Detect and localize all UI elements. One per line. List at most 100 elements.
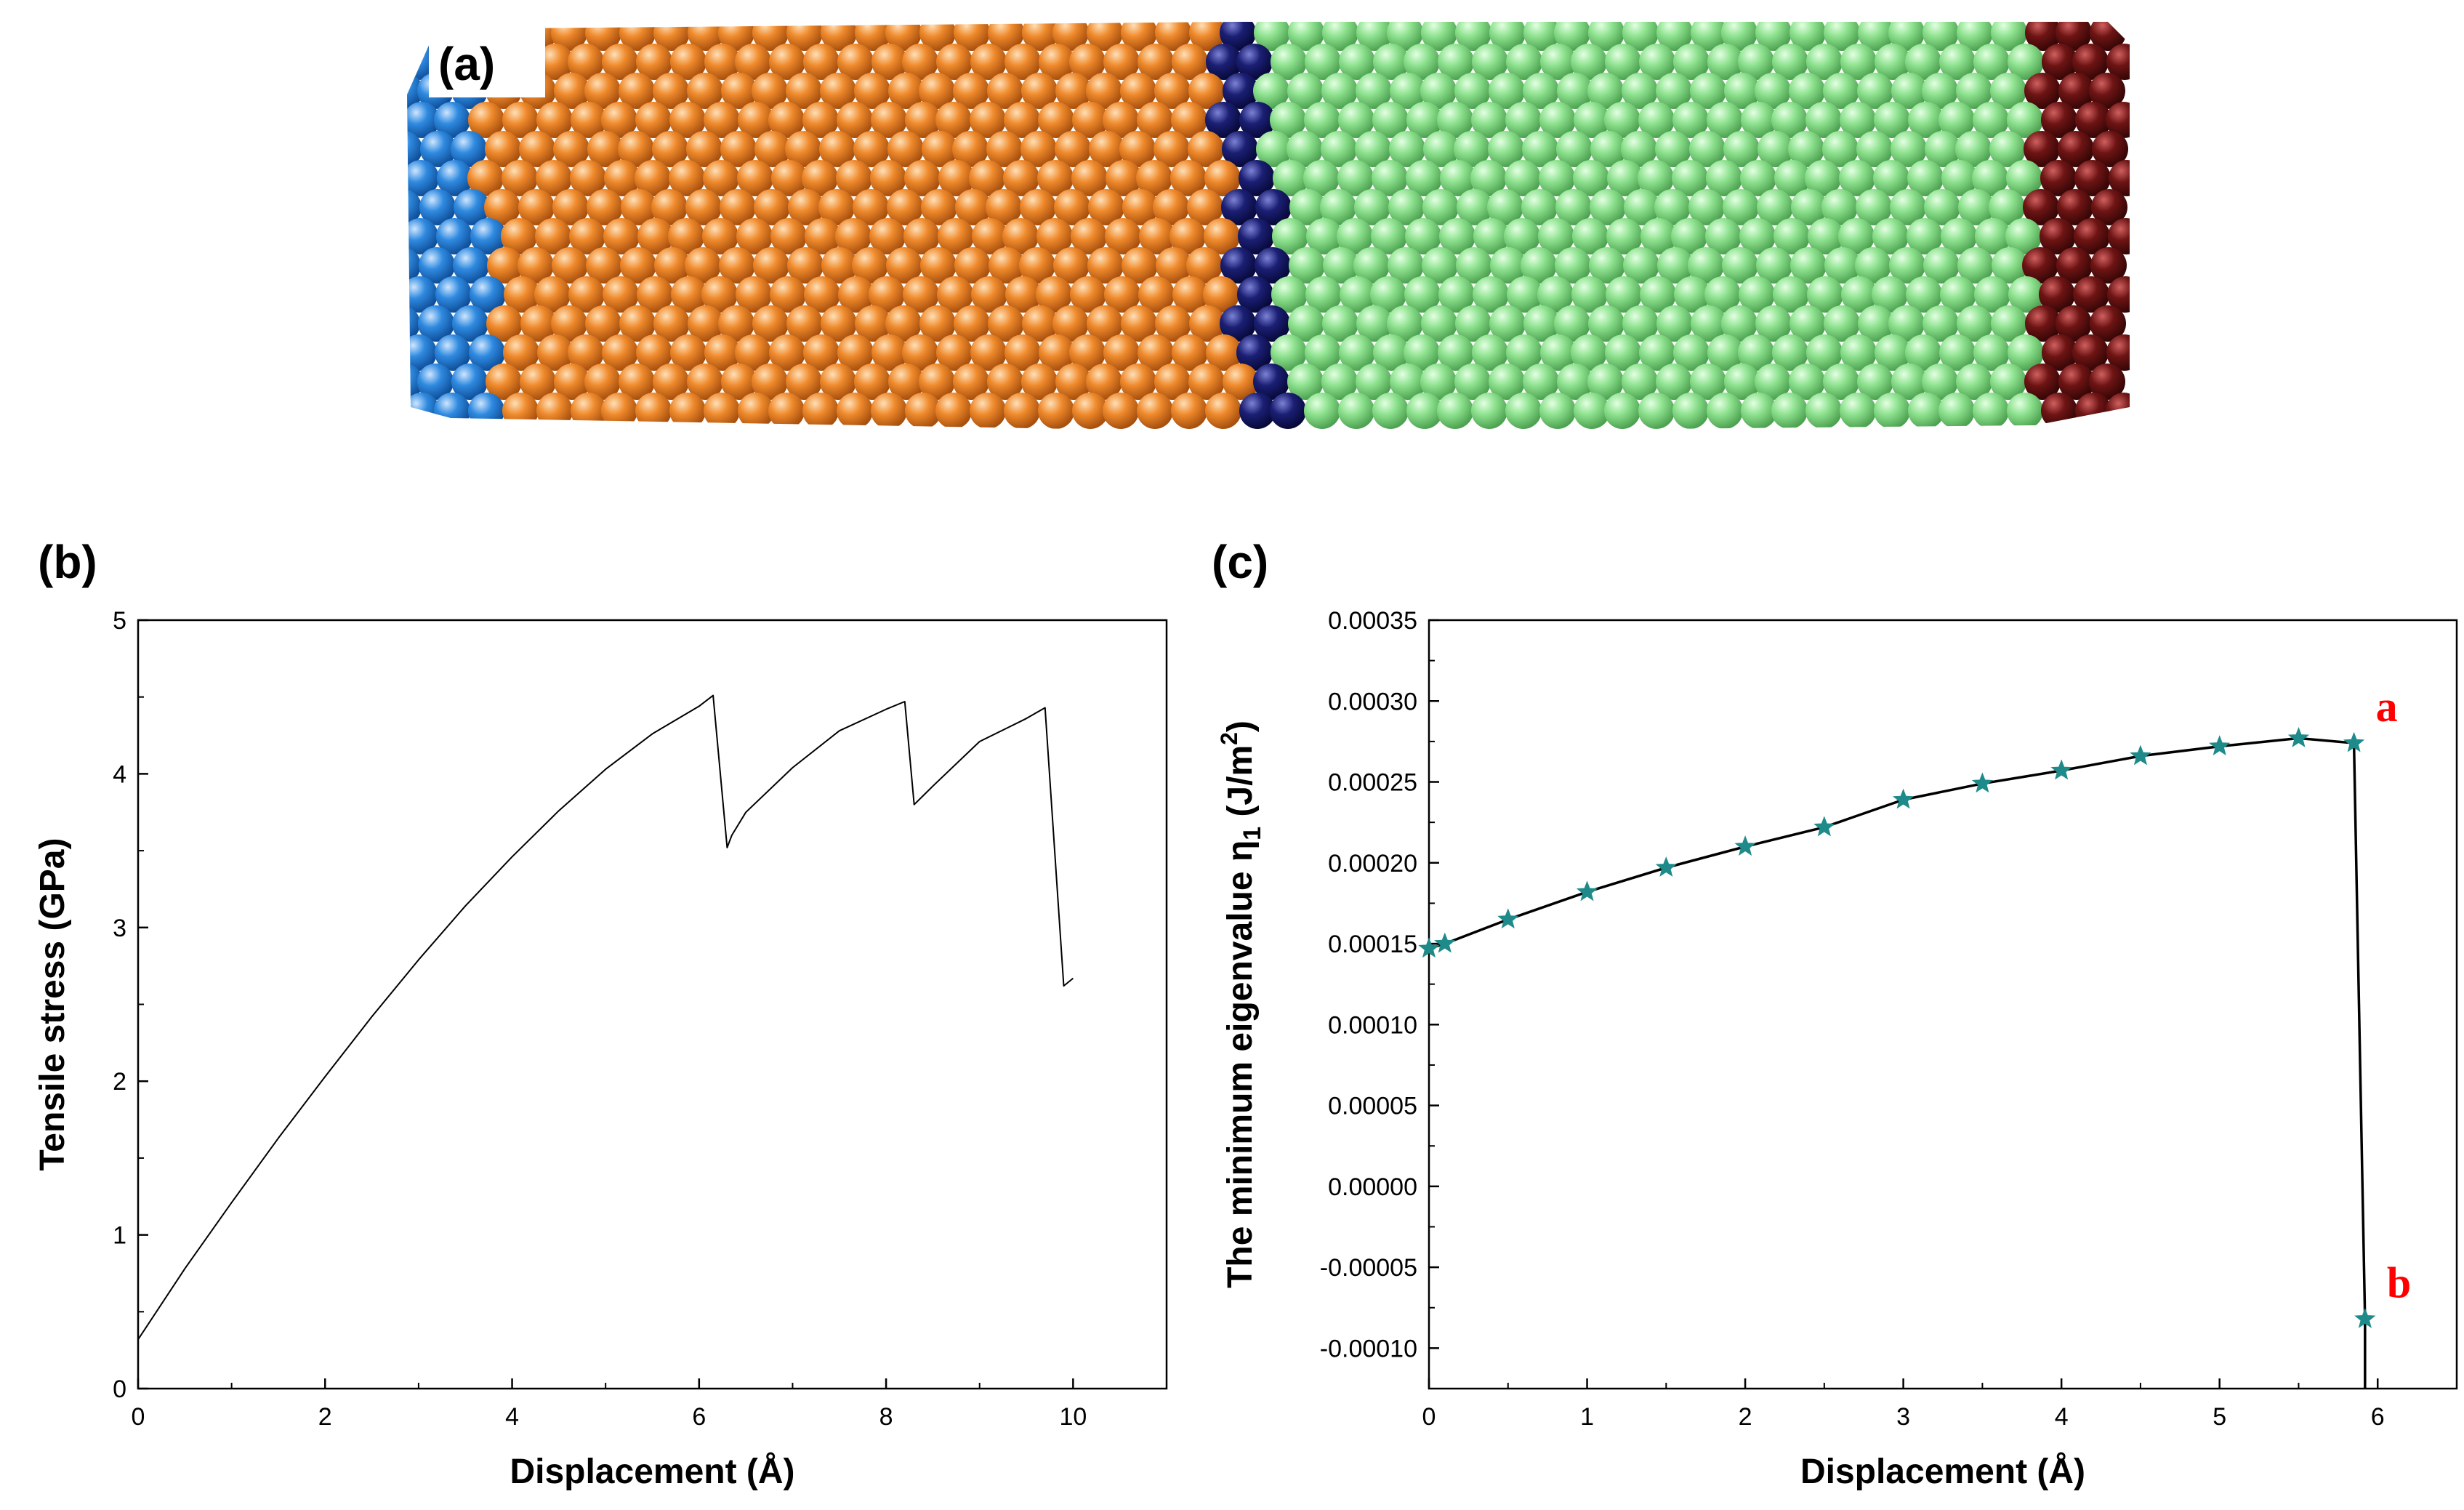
atom — [1923, 305, 1959, 342]
atom — [702, 218, 738, 254]
data-point-marker — [2050, 759, 2072, 780]
atom — [1305, 276, 1342, 313]
atom — [670, 334, 706, 371]
atom — [2039, 276, 2075, 313]
atom — [1138, 334, 1174, 371]
atom — [2022, 247, 2058, 284]
atom — [871, 393, 907, 429]
atom — [1505, 393, 1542, 429]
atom — [1188, 131, 1224, 167]
atom — [1088, 189, 1124, 225]
atom — [1457, 189, 1493, 225]
atom — [1755, 73, 1791, 109]
atom — [1223, 73, 1259, 109]
atom — [1154, 73, 1191, 109]
atom — [1704, 276, 1741, 313]
atom — [736, 276, 772, 313]
atom — [407, 73, 423, 109]
atom — [1187, 189, 1223, 225]
atom — [602, 334, 638, 371]
atom — [1855, 247, 1891, 284]
atom — [820, 364, 856, 400]
data-point-marker — [2354, 1307, 2376, 1328]
atom — [502, 102, 539, 138]
atom — [1741, 393, 1777, 429]
atom — [1337, 160, 1374, 196]
atom — [536, 102, 573, 138]
atom — [587, 189, 623, 225]
atom — [1605, 334, 1641, 371]
atom — [1840, 102, 1876, 138]
atom — [470, 276, 506, 313]
atom — [1323, 247, 1359, 284]
atom — [1086, 364, 1122, 400]
atom — [584, 364, 621, 400]
atom — [1002, 218, 1039, 254]
atom — [636, 44, 672, 80]
atom — [1470, 160, 1507, 196]
atom — [1905, 44, 1941, 80]
atom — [534, 276, 571, 313]
atom — [1254, 22, 1290, 51]
atom — [1206, 334, 1242, 371]
stress-chart: 0 2 4 6 8 10 0 1 2 3 4 5 Displacement (Å) Tensile str… — [33, 607, 1168, 1491]
atom — [1789, 305, 1826, 342]
atom — [1071, 160, 1108, 196]
atom — [468, 102, 504, 138]
atom — [1507, 276, 1543, 313]
atom — [802, 102, 839, 138]
atom — [971, 276, 1007, 313]
atom — [1473, 218, 1510, 254]
data-point-marker — [1434, 932, 1456, 953]
atom — [451, 131, 487, 167]
atom — [1306, 218, 1342, 254]
atom — [1789, 73, 1825, 109]
atom — [1972, 160, 2008, 196]
atom — [1957, 247, 1994, 284]
atom — [1622, 364, 1658, 400]
atom — [603, 218, 640, 254]
atom — [1857, 364, 1893, 400]
atom — [1956, 73, 1992, 109]
atom — [1938, 102, 1975, 138]
atom — [853, 131, 890, 167]
atom — [502, 393, 539, 429]
atom — [1973, 393, 2009, 429]
atom — [804, 276, 840, 313]
atom — [1888, 305, 1925, 342]
atom — [1356, 73, 1392, 109]
atom — [1640, 218, 1677, 254]
atom — [1172, 44, 1208, 80]
atom — [1623, 247, 1659, 284]
atom — [1139, 218, 1175, 254]
atom — [653, 305, 690, 342]
atom — [1823, 73, 1859, 109]
atom — [419, 247, 455, 284]
atom — [1721, 305, 1758, 342]
atom — [1922, 364, 1958, 400]
atom — [1691, 305, 1727, 342]
atom — [671, 276, 707, 313]
atom — [1438, 44, 1474, 80]
atom — [954, 247, 991, 284]
atom — [736, 218, 773, 254]
atom — [1137, 393, 1173, 429]
y-tick-label: 2 — [113, 1068, 126, 1096]
atom — [1939, 334, 1976, 371]
atom — [1052, 305, 1089, 342]
atom — [1119, 131, 1156, 167]
atom — [2056, 305, 2092, 342]
y-tick-label: 0.00025 — [1328, 769, 1417, 797]
atom — [2106, 393, 2130, 429]
atom — [1120, 364, 1156, 400]
atom — [1404, 44, 1440, 80]
atom — [1339, 334, 1375, 371]
atom — [587, 131, 624, 167]
atom — [2091, 189, 2127, 225]
atom — [1606, 218, 1643, 254]
atom — [1072, 393, 1108, 429]
atom — [1940, 276, 1976, 313]
data-point-marker — [1892, 788, 1915, 809]
atom — [1755, 364, 1791, 400]
x-tick-label: 5 — [2213, 1403, 2226, 1431]
